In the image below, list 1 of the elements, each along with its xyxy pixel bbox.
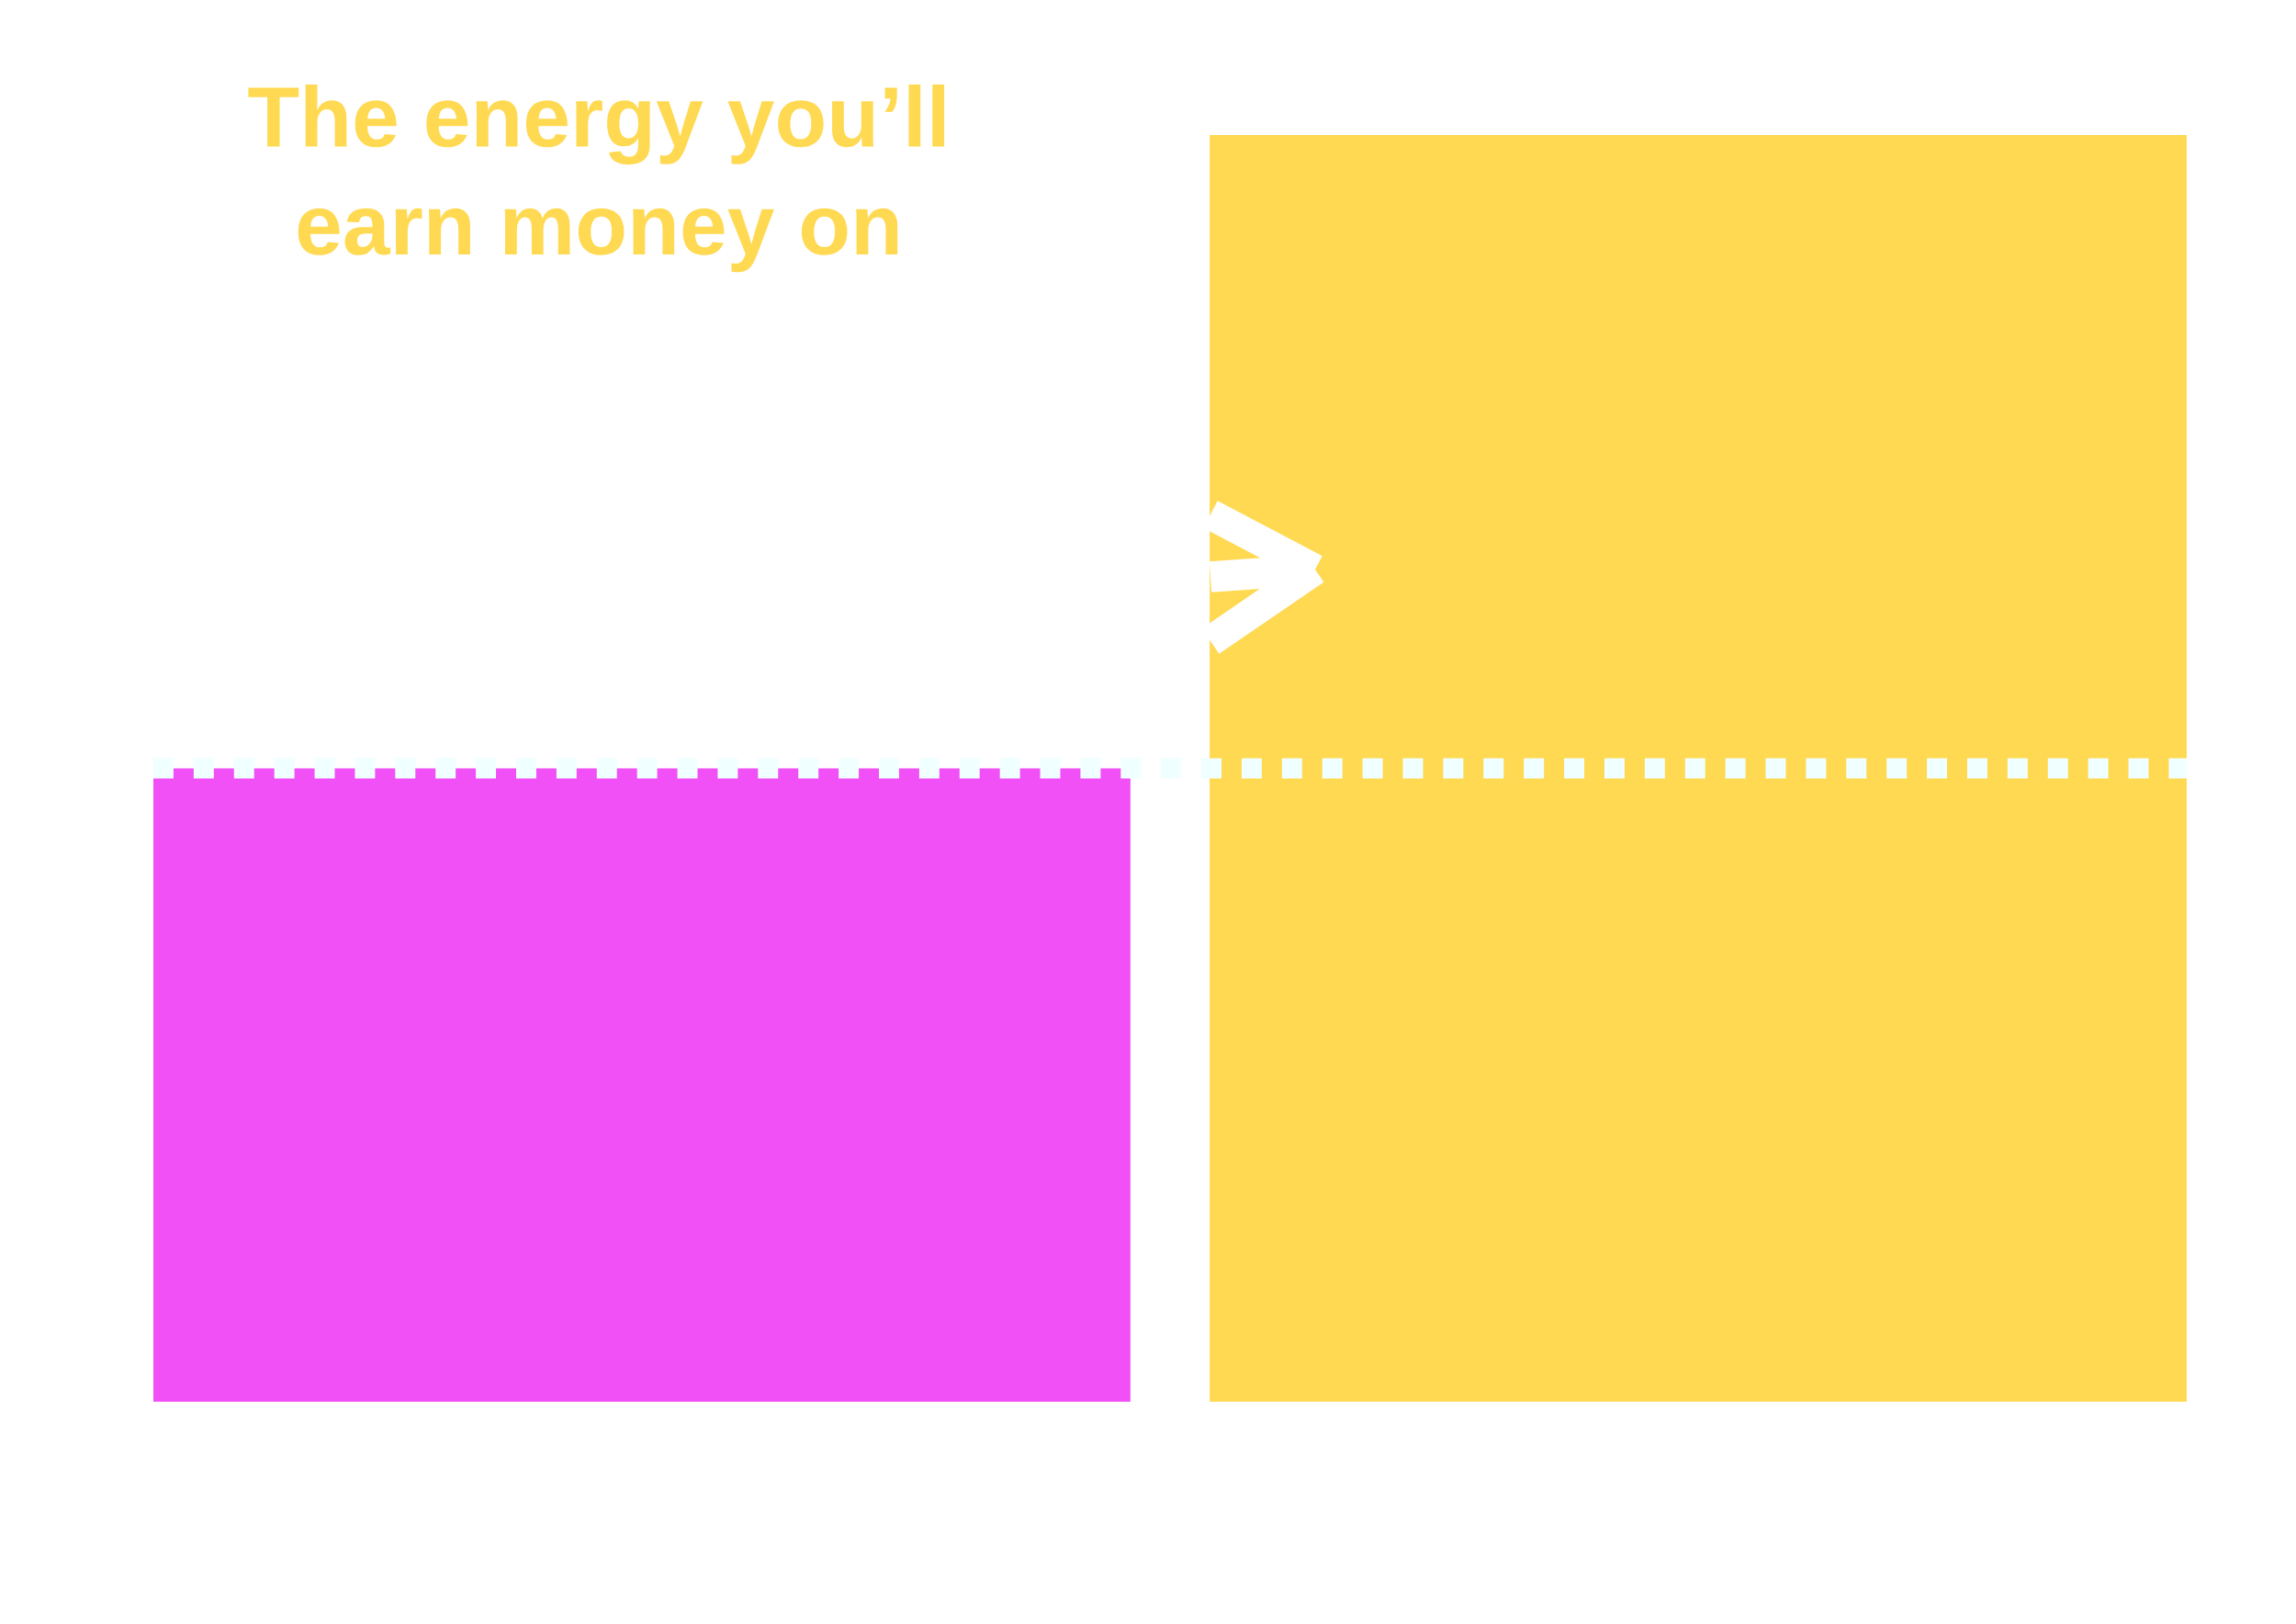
- chart-title: The energy you’ll earn money on: [248, 85, 945, 273]
